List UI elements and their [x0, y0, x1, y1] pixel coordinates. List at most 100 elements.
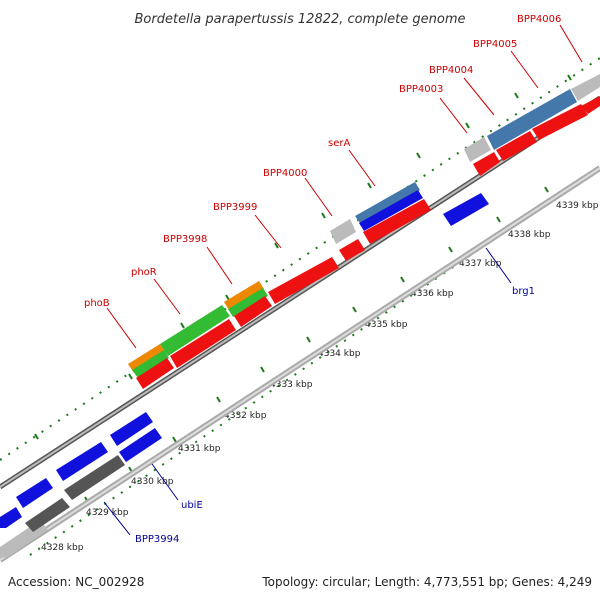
backbone-highlight — [0, 97, 600, 488]
leader-line — [153, 278, 181, 315]
gene-segment[interactable] — [532, 104, 588, 140]
gene-segment[interactable] — [355, 182, 420, 223]
tick-label: 4329 kbp — [86, 508, 129, 518]
gene-label-bpp4006[interactable]: BPP4006 — [517, 14, 561, 25]
major-tick — [448, 246, 453, 253]
forward-genes-track — [128, 74, 600, 389]
tick-label: 4339 kbp — [556, 201, 599, 211]
gene-label-phob[interactable]: phoB — [84, 298, 110, 309]
forward-leader-lines — [106, 24, 583, 349]
reverse-genes-track — [0, 193, 489, 558]
map-title: Bordetella parapertussis 12822, complete… — [135, 12, 466, 27]
major-tick — [172, 436, 177, 443]
reverse-leader-lines — [103, 247, 512, 536]
major-tick — [34, 433, 39, 440]
leader-line — [151, 463, 179, 501]
inner-scale: 4328 kbp 4329 kbp 4330 kbp 4331 kbp 4332… — [29, 166, 600, 556]
gene-segment[interactable] — [496, 131, 537, 161]
leader-line — [254, 214, 282, 249]
outer-scale — [0, 57, 600, 461]
gene-segment[interactable] — [487, 89, 577, 150]
gene-label-bpp3994[interactable]: BPP3994 — [135, 534, 179, 545]
major-tick — [306, 336, 311, 343]
gene-segment[interactable] — [128, 344, 166, 373]
tick-label: 4336 kbp — [411, 289, 454, 299]
gene-segment[interactable] — [25, 498, 70, 532]
gene-label-bpp4000[interactable]: BPP4000 — [263, 168, 307, 179]
leader-line — [485, 247, 512, 284]
major-tick — [567, 74, 572, 81]
backbone-inner-highlight — [0, 167, 600, 561]
tick-label: 4335 kbp — [365, 320, 408, 330]
major-tick — [544, 186, 549, 193]
leader-line — [304, 177, 333, 217]
gene-segment[interactable] — [443, 193, 489, 226]
tick-label: 4331 kbp — [178, 444, 221, 454]
gene-segment[interactable] — [170, 319, 236, 368]
major-tick — [514, 92, 519, 99]
forward-gene-labels: phoB phoR BPP3998 BPP3999 BPP4000 serA B… — [84, 14, 561, 309]
gene-segment[interactable] — [136, 358, 174, 389]
accession-text: Accession: NC_002928 — [8, 575, 144, 589]
gene-label-sera[interactable]: serA — [328, 138, 350, 149]
gene-segment[interactable] — [110, 412, 153, 446]
gene-segment[interactable] — [234, 296, 272, 327]
gene-segment[interactable] — [64, 455, 125, 500]
gene-segment[interactable] — [571, 74, 600, 101]
leader-line — [103, 501, 131, 536]
major-tick — [274, 242, 279, 249]
tick-label: 4337 kbp — [459, 259, 502, 269]
major-tick — [225, 294, 230, 301]
gene-label-bpp3998[interactable]: BPP3998 — [163, 234, 207, 245]
major-tick — [321, 212, 326, 219]
gene-segment[interactable] — [268, 257, 339, 304]
genome-summary-text: Topology: circular; Length: 4,773,551 bp… — [261, 575, 592, 589]
major-tick — [260, 366, 265, 373]
gene-label-brg1[interactable]: brg1 — [512, 286, 535, 297]
tick-label: 4332 kbp — [224, 411, 267, 421]
gene-segment[interactable] — [359, 190, 423, 231]
gene-label-bpp4005[interactable]: BPP4005 — [473, 39, 517, 50]
leader-line — [439, 97, 468, 134]
gene-segment[interactable] — [363, 199, 431, 244]
gene-segment[interactable] — [464, 137, 491, 162]
leader-line — [348, 149, 376, 187]
reverse-gene-labels: BPP3994 ubiE brg1 — [135, 286, 535, 545]
major-tick — [128, 373, 133, 380]
outer-scale-dots — [0, 57, 600, 461]
gene-segment[interactable] — [339, 239, 365, 261]
tick-label: 4328 kbp — [41, 543, 84, 553]
tick-label: 4330 kbp — [131, 477, 174, 487]
tick-label: 4334 kbp — [318, 349, 361, 359]
gene-segment[interactable] — [0, 507, 22, 528]
major-tick — [496, 216, 501, 223]
major-tick — [400, 276, 405, 283]
gene-label-bpp4004[interactable]: BPP4004 — [429, 65, 473, 76]
gene-segment[interactable] — [330, 219, 356, 244]
gene-segment[interactable] — [581, 96, 600, 114]
tick-label: 4338 kbp — [508, 230, 551, 240]
gene-segment[interactable] — [224, 281, 264, 310]
tick-label: 4333 kbp — [270, 380, 313, 390]
gene-label-ubie[interactable]: ubiE — [181, 500, 203, 511]
gene-label-bpp3999[interactable]: BPP3999 — [213, 202, 257, 213]
gene-segment[interactable] — [473, 152, 500, 176]
gene-segment[interactable] — [132, 350, 169, 378]
major-tick — [416, 152, 421, 159]
gene-label-bpp4003[interactable]: BPP4003 — [399, 84, 443, 95]
leader-line — [559, 24, 583, 63]
leader-line — [510, 50, 539, 89]
gene-segment[interactable] — [228, 288, 268, 317]
major-tick — [180, 322, 185, 329]
gene-segment[interactable] — [56, 442, 108, 481]
gene-segment[interactable] — [119, 428, 162, 462]
major-tick — [465, 122, 470, 129]
major-tick — [216, 396, 221, 403]
gene-segment[interactable] — [160, 305, 230, 356]
leader-line — [206, 246, 233, 285]
gene-label-phor[interactable]: phoR — [131, 267, 157, 278]
genome-backbone — [0, 95, 600, 563]
gene-segment[interactable] — [16, 478, 53, 508]
major-tick — [367, 182, 372, 189]
